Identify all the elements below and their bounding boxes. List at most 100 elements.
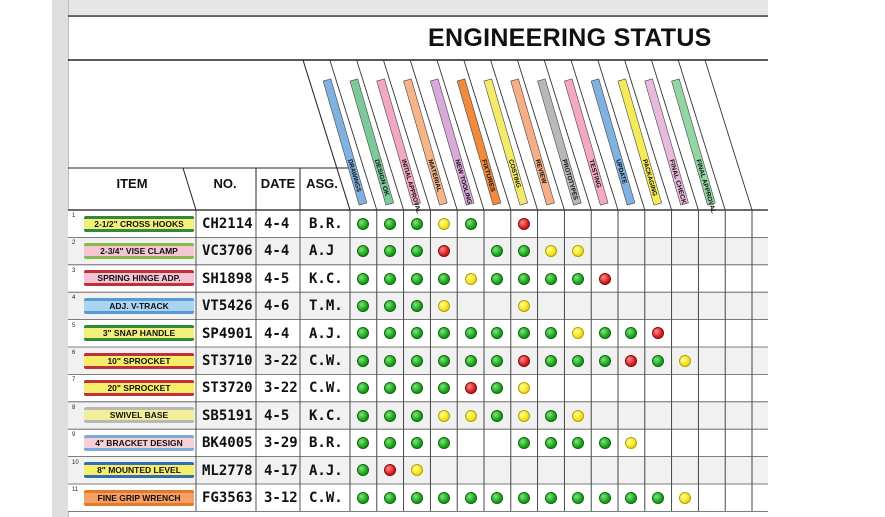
item-label-strip: 10" SPROCKET <box>84 352 194 369</box>
item-number: ST3720 <box>202 380 253 397</box>
status-dot-green <box>384 217 397 230</box>
column-line <box>677 59 726 211</box>
column-line <box>382 59 431 211</box>
item-date: 3-22 <box>264 380 298 397</box>
column-line <box>516 59 565 211</box>
status-dot-green <box>437 382 450 395</box>
item-date: 3-22 <box>264 353 298 369</box>
stage-label: PACKAGING <box>641 159 658 197</box>
status-dot-green <box>384 354 397 367</box>
item-assignee: C.W. <box>309 380 343 397</box>
status-dot-green <box>357 217 370 230</box>
stage-header-strip <box>510 78 555 206</box>
header-sep <box>182 167 197 211</box>
item-number: BK4005 <box>202 435 253 452</box>
item-date: 4-4 <box>264 216 290 232</box>
row-number: 4 <box>72 295 76 302</box>
item-number: CH2114 <box>202 216 253 232</box>
stage-color-bar <box>671 78 716 206</box>
status-dot-green <box>357 409 370 422</box>
stage-color-bar <box>510 78 555 206</box>
item-number: ML2778 <box>202 462 253 479</box>
item-label-strip: 4" BRACKET DESIGN <box>84 434 194 451</box>
header-date: DATE <box>260 176 296 191</box>
status-dot-green <box>437 491 450 504</box>
status-dot-green <box>491 409 504 422</box>
status-dot-yellow <box>571 245 584 258</box>
row-number: 3 <box>72 267 76 274</box>
status-dot-green <box>384 299 397 312</box>
status-dot-yellow <box>437 299 450 312</box>
status-dot-green <box>357 245 370 258</box>
status-dot-green <box>357 299 370 312</box>
item-label-strip: FINE GRIP WRENCH <box>84 489 194 506</box>
status-dot-red <box>518 354 531 367</box>
status-dot-green <box>571 491 584 504</box>
stage-label: COSTING <box>507 159 522 189</box>
stage-color-bar <box>483 78 529 206</box>
status-dot-yellow <box>679 354 691 367</box>
status-dot-green <box>598 491 611 504</box>
status-dot-green <box>491 382 504 395</box>
status-dot-yellow <box>464 272 477 285</box>
status-dot-green <box>625 327 638 340</box>
status-dot-green <box>491 354 504 367</box>
status-dot-green <box>464 354 477 367</box>
stage-color-bar <box>590 78 636 206</box>
item-number: SP4901 <box>202 325 253 342</box>
status-dot-green <box>357 491 370 504</box>
item-label-strip: 2-3/4" VISE CLAMP <box>84 242 194 259</box>
column-line <box>356 59 405 211</box>
status-dot-green <box>464 327 477 340</box>
header-asg: ASG. <box>306 176 338 191</box>
row-number: 2 <box>72 240 76 247</box>
status-dot-yellow <box>679 491 691 504</box>
status-dot-green <box>357 436 370 449</box>
stage-label: DRAWINGS <box>346 159 362 194</box>
column-line <box>624 59 673 211</box>
item-label-strip: SPRING HINGE ADP. <box>84 270 194 287</box>
status-dot-yellow <box>571 409 584 422</box>
status-dot-green <box>437 436 450 449</box>
status-dot-yellow <box>437 409 450 422</box>
row-number: 6 <box>72 350 76 356</box>
stage-header-strip <box>644 78 689 206</box>
status-dot-green <box>384 436 397 449</box>
item-label-strip: 8" MOUNTED LEVEL <box>84 462 194 479</box>
status-dot-green <box>384 327 397 340</box>
status-dot-green <box>411 272 423 285</box>
status-dot-green <box>384 409 397 422</box>
status-dot-green <box>411 354 423 367</box>
header-no: NO. <box>213 176 237 191</box>
status-dot-green <box>598 354 611 367</box>
stage-color-bar <box>429 78 475 206</box>
row-number: 10 <box>72 459 79 466</box>
stage-header-strip <box>537 78 582 206</box>
column-line <box>650 59 699 211</box>
status-dot-green <box>491 491 504 504</box>
column-line <box>543 59 592 211</box>
stage-color-bar <box>349 78 395 206</box>
item-date: 3-12 <box>264 490 298 506</box>
stage-header-strip <box>322 78 368 206</box>
status-dot-green <box>411 245 423 258</box>
stage-color-bar <box>537 78 582 206</box>
stage-label: DESIGN OK <box>373 159 390 198</box>
row-number: 9 <box>72 432 76 439</box>
status-dot-yellow <box>437 217 450 230</box>
stage-header-strip <box>483 78 529 206</box>
item-number: VC3706 <box>202 243 253 260</box>
stage-header-strip <box>429 78 475 206</box>
status-dot-green <box>464 217 477 230</box>
status-dot-green <box>464 491 477 504</box>
status-dot-green <box>411 382 423 395</box>
stage-color-bar <box>376 78 421 206</box>
item-label-strip: ADJ. V-TRACK <box>84 297 194 314</box>
stage-header-strip <box>563 78 609 206</box>
stage-color-bar <box>563 78 609 206</box>
status-dot-red <box>652 327 665 340</box>
status-dot-green <box>571 272 584 285</box>
status-dot-red <box>625 354 638 367</box>
board-title: ENGINEERING STATUS <box>428 24 712 52</box>
item-number: ST3710 <box>202 353 253 369</box>
